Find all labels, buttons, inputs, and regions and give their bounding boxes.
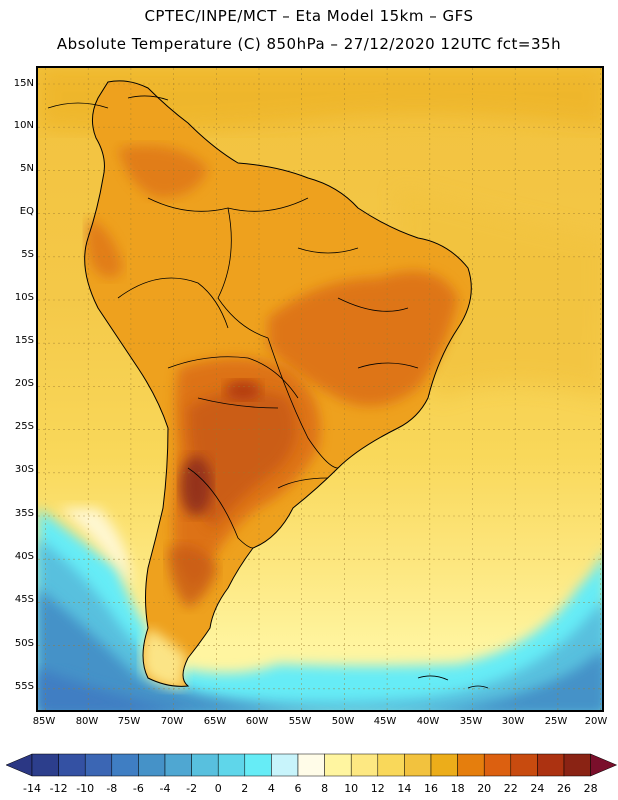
- colorbar-swatch: [563, 753, 591, 777]
- pacific-pale-band: [58, 508, 133, 588]
- lon-label: 40W: [416, 716, 440, 727]
- central-brazil-hot-zone: [268, 271, 458, 406]
- lon-label: 50W: [331, 716, 355, 727]
- temperature-colorbar: [5, 753, 618, 777]
- lat-label: 5S: [21, 249, 34, 260]
- southern-coldest-water: [38, 668, 180, 710]
- colorbar-tick-label: -4: [159, 782, 171, 795]
- colorbar-tick-label: -10: [76, 782, 95, 795]
- lon-label: 20W: [584, 716, 608, 727]
- colorbar-swatch: [377, 753, 405, 777]
- lat-label: 15N: [13, 78, 34, 89]
- lat-label: 5N: [20, 163, 34, 174]
- lat-label: 10S: [14, 292, 34, 303]
- colorbar-swatch: [111, 753, 139, 777]
- patagonia-warm-zone: [168, 545, 218, 608]
- atlantic-warm-band: [398, 188, 602, 398]
- colorbar-swatch: [271, 753, 299, 777]
- colorbar-swatch: [217, 753, 246, 777]
- lat-label: 40S: [14, 551, 34, 562]
- colorbar-tick-label: 26: [557, 782, 571, 795]
- colorbar-tick-label: 10: [344, 782, 359, 795]
- colorbar-tick-label: 22: [503, 782, 518, 795]
- colorbar-swatch: [164, 753, 192, 777]
- lat-label: 10N: [13, 120, 34, 131]
- colorbar-tick-label: 6: [294, 782, 302, 795]
- lon-label: 70W: [160, 716, 184, 727]
- tierra-del-fuego-cool: [141, 628, 188, 689]
- colorbar-swatch: [457, 753, 485, 777]
- temperature-field: [38, 68, 602, 710]
- map-title-line2: Absolute Temperature (C) 850hPa – 27/12/…: [56, 35, 562, 53]
- colorbar-tick-label: 20: [477, 782, 492, 795]
- colorbar-swatch: [483, 753, 512, 777]
- bolivia-hotspot: [225, 380, 261, 400]
- lat-label: 30S: [14, 464, 34, 475]
- colorbar-tick-label: -14: [23, 782, 41, 795]
- map-title-line1: CPTEC/INPE/MCT – Eta Model 15km – GFS: [144, 7, 474, 25]
- colorbar-swatch: [510, 753, 538, 777]
- lon-label: 65W: [203, 716, 227, 727]
- lon-label: 45W: [373, 716, 397, 727]
- chaco-hot-zone: [188, 390, 296, 528]
- colorbar-tick-label: 12: [370, 782, 385, 795]
- lon-label: 30W: [501, 716, 525, 727]
- argentina-hotspot: [180, 456, 212, 516]
- lat-label: EQ: [19, 206, 34, 217]
- colorbar-swatch: [138, 753, 166, 777]
- caribbean-islands: [47, 95, 489, 689]
- colorbar-tick-label: 2: [241, 782, 249, 795]
- colorbar-swatch: [324, 753, 352, 777]
- colorbar-tick-label: 28: [583, 782, 598, 795]
- colorbar-tick-label: 14: [397, 782, 412, 795]
- lat-label: 25S: [14, 421, 34, 432]
- lon-label: 80W: [75, 716, 99, 727]
- colorbar-swatch: [430, 753, 458, 777]
- lat-label: 45S: [14, 594, 34, 605]
- lon-label: 55W: [288, 716, 312, 727]
- colorbar-tick-label: 18: [450, 782, 465, 795]
- colorbar-tick-label: -12: [49, 782, 68, 795]
- peru-warm-zone: [86, 218, 123, 278]
- colorbar-swatch: [244, 753, 272, 777]
- colorbar-swatch: [58, 753, 86, 777]
- lon-label: 35W: [459, 716, 483, 727]
- colorbar-tick-label: -8: [106, 782, 118, 795]
- coastline: [84, 80, 472, 687]
- colorbar-tick-label: 16: [424, 782, 438, 795]
- colorbar-swatch: [84, 753, 113, 777]
- colorbar-tick-label: 24: [530, 782, 545, 795]
- colorbar-swatch: [537, 753, 565, 777]
- temperature-map: [36, 66, 604, 712]
- lat-label: 35S: [14, 508, 34, 519]
- country-borders: [117, 197, 419, 549]
- colorbar-tick-label: 0: [214, 782, 222, 795]
- lon-label: 85W: [32, 716, 56, 727]
- colorbar-swatch: [297, 753, 325, 777]
- colorbar-swatch: [31, 753, 59, 777]
- lat-label: 20S: [14, 378, 34, 389]
- colorbar-tick-label: 8: [321, 782, 329, 795]
- lat-label: 55S: [14, 681, 34, 692]
- lon-label: 60W: [245, 716, 269, 727]
- colorbar-swatch: [404, 753, 432, 777]
- colorbar-tick-label: -6: [132, 782, 144, 795]
- lat-label: 50S: [14, 638, 34, 649]
- lon-label: 25W: [544, 716, 568, 727]
- colorbar-low-arrow: [5, 753, 33, 777]
- colorbar-swatch: [191, 753, 219, 777]
- colorbar-tick-label: 4: [267, 782, 275, 795]
- lon-label: 75W: [117, 716, 141, 727]
- colombia-warm-zone: [118, 145, 208, 198]
- colorbar-tick-label: -2: [186, 782, 198, 795]
- colorbar-high-arrow: [590, 753, 618, 777]
- colorbar-swatch: [350, 753, 379, 777]
- lat-label: 15S: [14, 335, 34, 346]
